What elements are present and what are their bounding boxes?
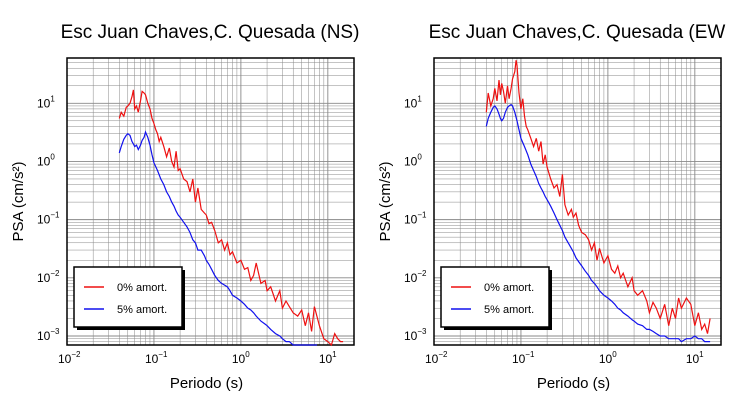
legend-box bbox=[73, 266, 183, 328]
y-tick-label: 10−3 bbox=[404, 327, 427, 343]
chart-title: Esc Juan Chaves,C. Quesada (NS) bbox=[61, 22, 360, 43]
y-tick-label: 100 bbox=[404, 152, 422, 168]
x-tick-label: 10−2 bbox=[425, 350, 448, 366]
legend: 0% amort. 5% amort. bbox=[440, 266, 552, 330]
y-axis-label: PSA (cm/s²) bbox=[377, 161, 394, 241]
x-tick-label: 101 bbox=[686, 350, 704, 366]
legend: 0% amort. 5% amort. bbox=[73, 266, 185, 330]
y-tick-label: 101 bbox=[404, 94, 422, 110]
x-tick-label: 10−1 bbox=[145, 350, 168, 366]
chart-panel-2: 10−2 10−1 100 101 10−3 10−2 10−1 100 101 Esc Juan… bbox=[377, 22, 725, 392]
chart-title: Esc Juan Chaves,C. Quesada (EW bbox=[429, 22, 726, 43]
series-line-zero-damping bbox=[118, 89, 344, 347]
y-tick-label: 10−2 bbox=[404, 269, 427, 285]
legend-label: 0% amort. bbox=[117, 282, 167, 294]
y-tick-label: 100 bbox=[37, 152, 55, 168]
series-line-five-damping bbox=[118, 130, 317, 346]
y-tick-label: 101 bbox=[37, 94, 55, 110]
plot-frame bbox=[66, 57, 355, 346]
y-tick-label: 10−1 bbox=[404, 211, 427, 227]
legend-label: 5% amort. bbox=[484, 304, 534, 316]
x-tick-label: 101 bbox=[319, 350, 337, 366]
y-axis-label: PSA (cm/s²) bbox=[10, 161, 27, 241]
y-tick-label: 10−1 bbox=[37, 211, 60, 227]
legend-box bbox=[440, 266, 550, 328]
y-tick-label: 10−3 bbox=[37, 327, 60, 343]
series-line-zero-damping bbox=[485, 60, 711, 334]
x-axis-label: Periodo (s) bbox=[537, 375, 610, 392]
series-line-five-damping bbox=[485, 103, 711, 343]
x-tick-label: 100 bbox=[599, 350, 617, 366]
x-tick-label: 10−1 bbox=[512, 350, 535, 366]
x-tick-label: 100 bbox=[232, 350, 250, 366]
x-tick-label: 10−2 bbox=[58, 350, 81, 366]
y-tick-label: 10−2 bbox=[37, 269, 60, 285]
x-axis-label: Periodo (s) bbox=[170, 375, 243, 392]
legend-label: 5% amort. bbox=[117, 304, 167, 316]
chart-panel-1: 10−2 10−1 100 101 10−3 10−2 10−1 100 101 Esc Juan… bbox=[10, 22, 359, 392]
plot-frame bbox=[433, 57, 722, 346]
legend-label: 0% amort. bbox=[484, 282, 534, 294]
